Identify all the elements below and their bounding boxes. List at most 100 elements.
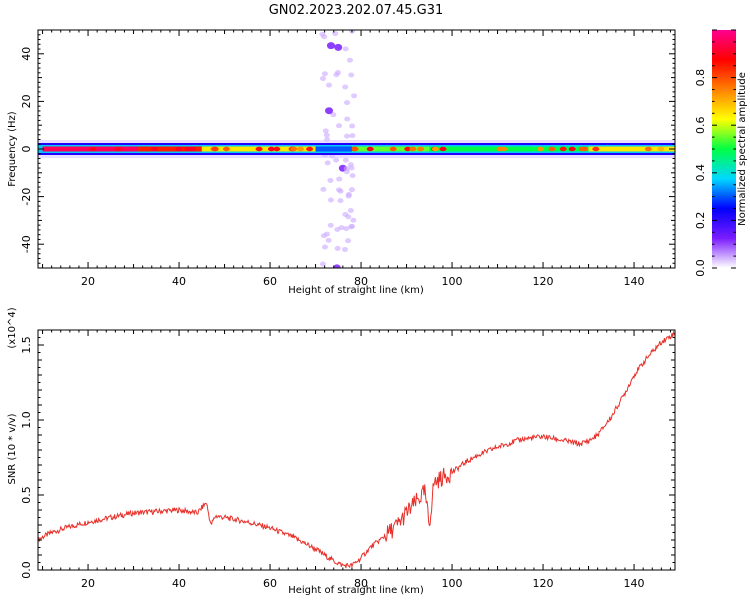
x-tick-label: 100 [442,577,463,590]
heatmap-cell [327,222,334,228]
heatmap-cell [334,43,343,51]
snr-series-line [38,330,675,569]
heatmap-cell [342,211,349,217]
heatmap-cell [342,46,349,52]
x-tick-label: 140 [624,577,645,590]
y-tick-label: -40 [20,235,33,253]
heatmap-cell [439,146,447,152]
heatmap-cell [348,187,355,193]
heatmap-cell [175,146,183,152]
x-tick-label: 120 [533,275,554,288]
heatmap-cell [325,107,334,115]
heatmap-cell [324,160,331,166]
heatmap-cell [417,146,425,152]
heatmap-cell [273,146,281,152]
heatmap-cell [322,128,329,134]
heatmap-cell [330,112,337,118]
snr-y-axis-label: SNR (10 * v/v) [7,413,18,484]
heatmap-band-segment [588,146,675,152]
heatmap-cell [290,146,298,152]
y-tick-label: 20 [20,94,33,108]
x-tick-label: 80 [354,275,368,288]
heatmap-cell [657,146,665,152]
heatmap-cell [496,146,504,152]
heatmap-cell [319,31,326,37]
heatmap-cell [267,146,275,152]
heatmap-cell [306,146,314,152]
colorbar-tick-label: 0.6 [694,116,707,134]
heatmap-cell [644,146,652,152]
heatmap-cell [341,247,348,253]
snr-line-panel: 20 40 60 80 100 120 140 0.0 0.5 1.0 1.5 [20,329,676,590]
y-tick-label: 1.5 [20,336,33,354]
heatmap-cell [404,146,412,152]
y-tick-label: 0.5 [20,486,33,504]
heatmap-cell [321,244,328,250]
heatmap-cell [334,245,341,251]
heatmap-cell [319,261,326,267]
y-tick-label: -20 [20,188,33,206]
heatmap-cell [578,146,586,152]
heatmap-cell [333,72,340,78]
heatmap-cell [349,133,356,139]
colorbar: 0.0 0.2 0.4 0.6 0.8 [694,29,736,277]
heatmap-cell [320,186,327,192]
heatmap-cell [343,226,350,232]
heatmap-cell [548,146,556,152]
y-tick-label: 1.0 [20,411,33,429]
heatmap-cell [337,198,344,204]
heatmap-cell [431,146,439,152]
colorbar-tick-label: 0.4 [694,164,707,182]
heatmap-cell [349,173,356,179]
heatmap-cell [350,217,357,223]
y-tick-label: 40 [20,47,33,61]
heatmap-cell [222,146,230,152]
heatmap-cell [89,146,97,152]
heatmap-y-axis: -40 -20 0 20 40 [20,29,675,269]
heatmap-cell [325,237,332,243]
x-tick-label: 40 [172,275,186,288]
heatmap-cell [326,82,333,88]
heatmap-cell [188,146,196,152]
x-tick-label: 60 [263,275,277,288]
heatmap-cell [336,176,343,182]
snr-x-axis-label: Height of straight line (km) [288,585,424,596]
heatmap-cell [592,146,600,152]
heatmap-cell [336,123,343,129]
heatmap-cell [323,231,330,237]
heatmap-cell [349,123,356,129]
snr-plot-area [38,330,675,570]
heatmap-cell [114,146,122,152]
heatmap-cell [327,197,334,203]
heatmap-x-axis-label: Height of straight line (km) [288,285,424,296]
heatmap-cell [348,224,355,230]
x-tick-label: 100 [442,275,463,288]
heatmap-cell [211,146,219,152]
heatmap-vertical-streak [319,30,358,268]
heatmap-band-segment [429,146,589,152]
heatmap-cell [568,146,576,152]
heatmap-cell [336,187,343,193]
heatmap-cell [351,146,359,152]
heatmap-cell [348,72,355,78]
heatmap-cell [347,208,354,214]
y-tick-label: 0 [20,146,33,153]
snr-y-axis: 0.0 0.5 1.0 1.5 [20,329,675,579]
chart-title: GN02.2023.202.07.45.G31 [269,3,444,18]
heatmap-x-axis: 20 40 60 80 100 120 140 [42,30,671,288]
snr-x-axis: 20 40 60 80 100 120 140 [42,330,671,590]
heatmap-y-axis-label: Frequency (Hz) [7,111,18,187]
colorbar-tick-label: 0.8 [694,69,707,87]
heatmap-band-segment [315,146,352,152]
heatmap-cell [351,93,358,99]
heatmap-cell [327,177,334,183]
heatmap-cell [345,238,352,244]
heatmap-cell [319,76,326,82]
heatmap-panel: 20 40 60 80 100 120 140 -40 -20 0 20 40 [20,29,676,288]
x-tick-label: 140 [624,275,645,288]
heatmap-cell [346,57,353,63]
heatmap-cell [348,165,355,171]
heatmap-cell [409,146,417,152]
heatmap-cell [345,191,352,197]
snr-y-multiplier: (x10^4) [7,307,18,348]
